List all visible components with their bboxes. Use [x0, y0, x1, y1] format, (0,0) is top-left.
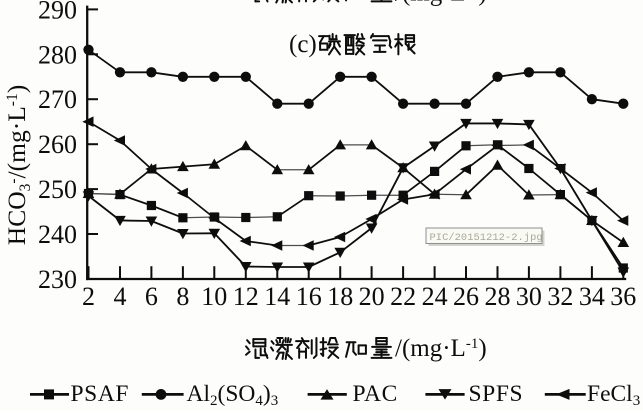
svg-text:22: 22 — [390, 282, 416, 311]
svg-text:28: 28 — [485, 282, 511, 311]
svg-text:30: 30 — [516, 282, 542, 311]
svg-text:8: 8 — [176, 282, 189, 311]
svg-text:20: 20 — [359, 282, 385, 311]
svg-text:270: 270 — [38, 85, 77, 114]
svg-text:6: 6 — [145, 282, 158, 311]
svg-text:PAC: PAC — [353, 381, 398, 407]
svg-text:240: 240 — [38, 220, 77, 249]
svg-text:2: 2 — [82, 282, 95, 311]
svg-text:HCO3-/(mg·L-1): HCO3-/(mg·L-1) — [2, 85, 34, 245]
svg-text:24: 24 — [422, 282, 448, 311]
svg-text:250: 250 — [38, 175, 77, 204]
svg-text:16: 16 — [296, 282, 322, 311]
svg-text:PIC/20151212-2.jpg: PIC/20151212-2.jpg — [430, 232, 543, 244]
svg-text:32: 32 — [547, 282, 573, 311]
svg-text:10: 10 — [201, 282, 227, 311]
svg-text:(c): (c) — [289, 31, 317, 58]
svg-text:290: 290 — [38, 0, 77, 24]
svg-text:260: 260 — [38, 130, 77, 159]
svg-text:12: 12 — [233, 282, 259, 311]
svg-text:4: 4 — [114, 282, 127, 311]
svg-text:FeCl3: FeCl3 — [587, 381, 640, 409]
svg-text:14: 14 — [264, 282, 290, 311]
svg-text:SPFS: SPFS — [469, 381, 524, 407]
svg-text:36: 36 — [610, 282, 636, 311]
svg-text:PSAF: PSAF — [71, 381, 130, 407]
svg-text:18: 18 — [327, 282, 353, 311]
svg-text:Al2(SO4)3: Al2(SO4)3 — [187, 381, 279, 409]
svg-text:34: 34 — [579, 282, 605, 311]
svg-text:230: 230 — [38, 265, 77, 294]
svg-text:280: 280 — [38, 40, 77, 69]
svg-text:26: 26 — [453, 282, 479, 311]
